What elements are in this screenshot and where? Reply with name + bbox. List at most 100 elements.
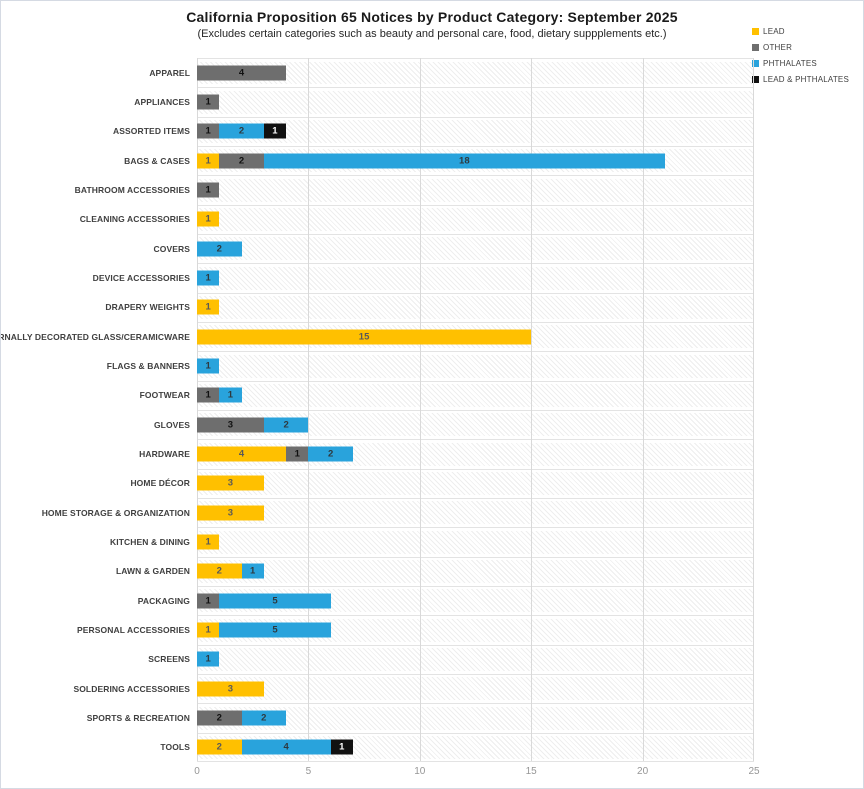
bar-segment-lead[interactable]: 1 [197,211,220,227]
category-label: APPLIANCES [134,96,190,107]
legend-swatch-icon [752,60,760,67]
row-band [197,501,754,525]
bar-segment-lead[interactable]: 3 [197,681,264,697]
row-band [197,472,754,495]
chart-title: California Proposition 65 Notices by Pro… [186,9,678,25]
bar-segment-phthalates[interactable]: 1 [219,387,242,403]
bar-segment-other[interactable]: 4 [197,65,287,81]
legend-label: LEAD & PHTHALATES [763,75,849,84]
bar-segment-phthalates[interactable]: 4 [241,739,331,755]
category-row: APPLIANCES 1 [134,87,754,116]
category-label: TOOLS [160,742,190,753]
row-band [197,208,754,231]
row-band [197,618,754,642]
legend-item[interactable]: PHTHALATES [752,59,849,68]
x-tick-label: 15 [525,766,537,777]
bar-segment-other[interactable]: 1 [197,94,220,110]
x-axis-line [197,761,754,762]
chart-subtitle: (Excludes certain categories such as bea… [197,28,667,40]
bar-segment-phthalates[interactable]: 1 [241,563,264,579]
category-label: BATHROOM ACCESSORIES [74,184,190,195]
bar-segment-phthalates[interactable]: 2 [241,710,287,726]
bar-segment-phthalates[interactable]: 18 [263,153,665,169]
bar-segment-other[interactable]: 1 [197,387,220,403]
category-label: LAWN & GARDEN [115,566,190,577]
stacked-bar: 1 [197,299,754,315]
category-label: ASSORTED ITEMS [113,126,190,137]
x-tick-label: 20 [637,766,649,777]
category-label: FOOTWEAR [139,390,190,401]
category-row: FLAGS & BANNERS 1 [107,351,754,380]
category-row: KITCHEN & DINING 1 [110,527,754,556]
bar-segment-other[interactable]: 2 [219,153,264,169]
bar-segment-lead[interactable]: 1 [197,622,220,638]
category-label: FLAGS & BANNERS [106,360,190,371]
bar-segment-phthalates[interactable]: 1 [197,651,220,667]
bar-segment-other[interactable]: 1 [197,182,220,198]
category-row: SCREENS 1 [148,644,754,674]
category-row: CLEANING ACCESSORIES 1 [80,204,754,234]
bar-segment-lead-phthalates[interactable]: 1 [330,739,353,755]
legend-label: LEAD [763,27,785,36]
category-row: TOOLS 2 4 1 [160,732,754,762]
row-band [197,354,754,378]
bar-segment-lead[interactable]: 2 [197,563,242,579]
category-row: LAWN & GARDEN 2 1 [116,556,754,586]
title-block: California Proposition 65 Notices by Pro… [1,9,863,40]
legend-label: OTHER [763,43,793,52]
bar-segment-lead[interactable]: 1 [197,534,220,550]
stacked-bar: 1 [197,358,754,374]
category-label: CLEANING ACCESSORIES [79,214,190,225]
category-label: HARDWARE [139,448,190,459]
category-label: BAGS & CASES [124,155,190,166]
bar-segment-other[interactable]: 1 [197,123,220,139]
bar-segment-lead[interactable]: 2 [197,739,242,755]
bar-segment-other[interactable]: 3 [197,417,264,433]
bar-segment-lead[interactable]: 1 [197,153,220,169]
category-row: HOME DÉCOR 3 [130,468,754,498]
bar-segment-lead[interactable]: 15 [197,329,532,345]
bar-segment-phthalates[interactable]: 1 [197,270,220,286]
bar-segment-phthalates[interactable]: 2 [219,123,264,139]
bar-segment-lead[interactable]: 4 [197,446,287,462]
bar-segment-phthalates[interactable]: 2 [308,446,353,462]
legend-swatch-icon [752,28,760,35]
x-tick-label: 5 [305,766,312,777]
row-band [197,384,754,407]
bar-segment-lead[interactable]: 3 [197,505,264,521]
stacked-bar: 1 [197,534,754,550]
stacked-bar: 1 [197,182,754,198]
category-label: SOLDERING ACCESSORIES [73,683,190,694]
bar-segment-phthalates[interactable]: 2 [263,417,309,433]
category-row: DEVICE ACCESSORIES 1 [93,263,754,292]
bar-segment-other[interactable]: 1 [197,593,220,609]
row-band [197,61,754,85]
category-row: HOME STORAGE & ORGANIZATION 3 [42,497,754,527]
legend-item[interactable]: LEAD & PHTHALATES [752,75,849,84]
category-label: DEVICE ACCESSORIES [92,272,190,283]
stacked-bar: 1 [197,270,754,286]
bar-segment-lead[interactable]: 3 [197,475,264,491]
bar-segment-phthalates[interactable]: 5 [219,622,331,638]
category-label: DRAPERY WEIGHTS [105,302,190,313]
bar-segment-other[interactable]: 1 [286,446,309,462]
stacked-bar: 15 [197,329,754,345]
row-band [197,237,754,261]
bar-segment-phthalates[interactable]: 1 [197,358,220,374]
legend-item[interactable]: LEAD [752,27,849,36]
bar-segment-phthalates[interactable]: 2 [197,241,242,257]
bar-segment-other[interactable]: 2 [197,710,242,726]
legend-item[interactable]: OTHER [752,43,849,52]
row-band [197,589,754,613]
legend-swatch-icon [752,76,760,83]
bar-segment-lead-phthalates[interactable]: 1 [263,123,287,139]
bar-segment-lead[interactable]: 1 [197,299,220,315]
bar-segment-phthalates[interactable]: 5 [219,593,331,609]
category-row: COVERS 2 [154,233,754,263]
